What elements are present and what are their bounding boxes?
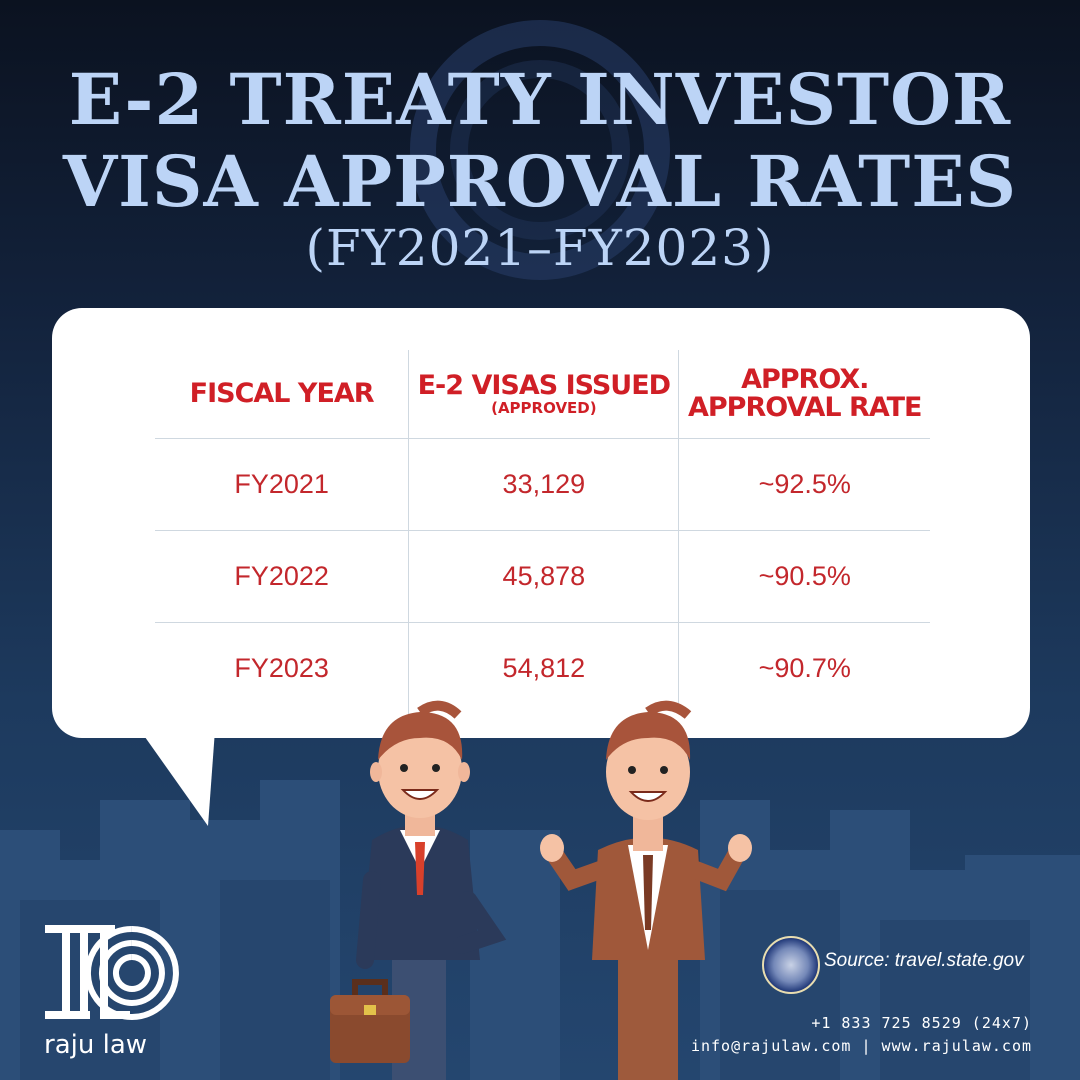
contact-phone[interactable]: +1 833 725 8529 (24x7) (811, 1014, 1032, 1032)
businessman-left (330, 700, 507, 1080)
title-line-2: VISA APPROVAL RATES (62, 140, 1018, 223)
table-row: FY2023 54,812 ~90.7% (155, 622, 930, 714)
table-row: FY2021 33,129 ~92.5% (155, 438, 930, 531)
cell-approval-rate: ~90.5% (678, 530, 930, 623)
table-header-row: FISCAL YEAR E-2 VISAS ISSUED (APPROVED) … (155, 350, 930, 439)
table-row: FY2022 45,878 ~90.5% (155, 530, 930, 623)
header-visas-issued-sublabel: (APPROVED) (491, 399, 597, 417)
briefcase-icon (330, 979, 410, 1063)
logo-icon (45, 925, 179, 1020)
businessman-right (540, 700, 752, 1080)
cell-approval-rate: ~90.7% (678, 622, 930, 714)
cell-fiscal-year: FY2021 (155, 438, 409, 531)
cell-visas-issued: 33,129 (408, 438, 679, 531)
seal-icon (762, 936, 820, 994)
header-fiscal-year: FISCAL YEAR (155, 350, 409, 439)
header-visas-issued: E-2 VISAS ISSUED (APPROVED) (408, 350, 679, 439)
cell-fiscal-year: FY2023 (155, 622, 409, 714)
contact-email-website[interactable]: info@rajulaw.com | www.rajulaw.com (690, 1037, 1032, 1055)
source-citation: Source: travel.state.gov (824, 950, 1024, 971)
cell-approval-rate: ~92.5% (678, 438, 930, 531)
header-approval-rate-label: APPROX. APPROVAL RATE (687, 364, 923, 423)
brand-name: raju law (44, 1030, 148, 1060)
cell-fiscal-year: FY2022 (155, 530, 409, 623)
cell-visas-issued: 54,812 (408, 622, 679, 714)
title-line-3: (FY2021–FY2023) (305, 219, 775, 277)
title-line-1: E-2 TREATY INVESTOR (68, 58, 1012, 141)
header-visas-issued-label: E-2 VISAS ISSUED (417, 370, 671, 401)
header-approval-rate: APPROX. APPROVAL RATE (678, 350, 930, 439)
cell-visas-issued: 45,878 (408, 530, 679, 623)
header-fiscal-year-label: FISCAL YEAR (189, 378, 375, 409)
approval-rate-table: FISCAL YEAR E-2 VISAS ISSUED (APPROVED) … (155, 350, 930, 714)
